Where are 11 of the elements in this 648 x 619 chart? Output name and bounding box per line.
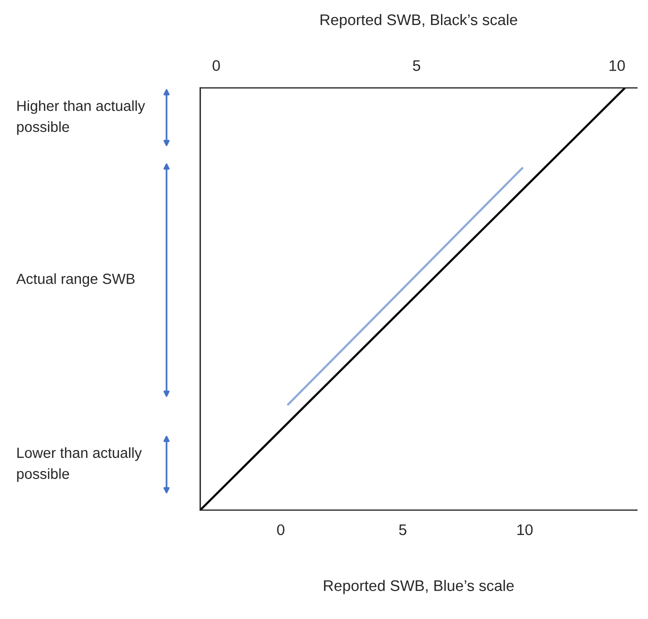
x2-axis-title: Reported SWB, Black’s scale	[320, 14, 518, 28]
x-tick-label: 5	[399, 524, 406, 536]
x2-tick-label: 0	[212, 60, 220, 71]
text: Higher than actually possible	[17, 100, 146, 135]
text: Actual range SWB	[16, 273, 135, 287]
x2-tick-label: 5	[412, 60, 420, 71]
x-axis-title: Reported SWB, Blue’s scale	[324, 580, 514, 594]
x2-tick-label: 10	[610, 60, 625, 71]
x-tick-label: 0	[277, 524, 284, 536]
text: Lower than actually possible	[17, 447, 142, 482]
x-tick-label: 10	[517, 524, 533, 536]
